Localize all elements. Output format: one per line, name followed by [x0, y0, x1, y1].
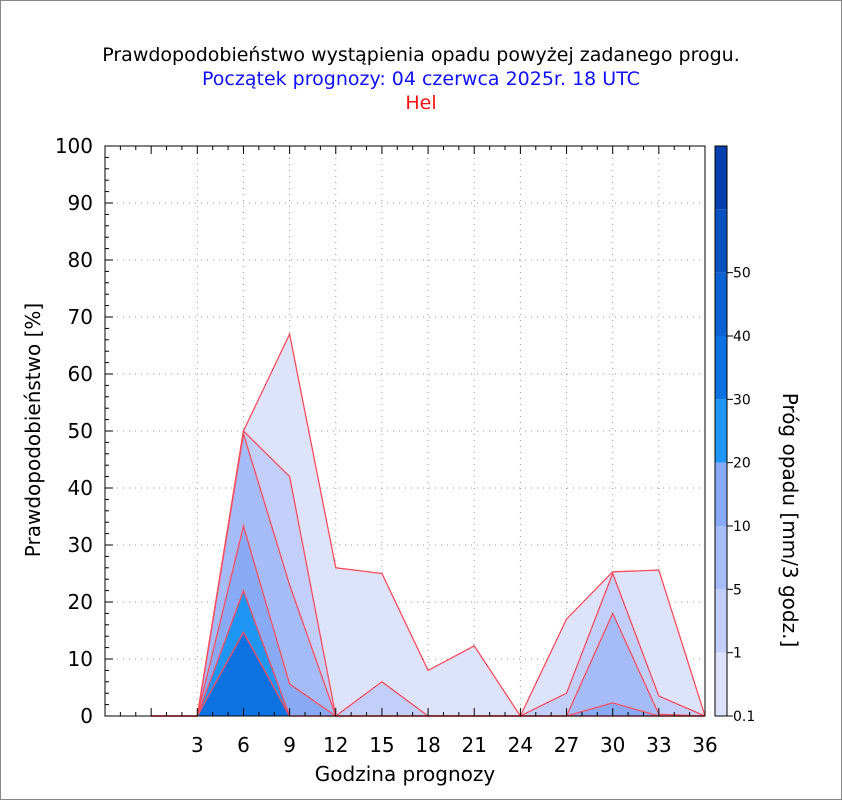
x-tick-label: 27: [554, 733, 579, 757]
colorbar-segment: [715, 462, 727, 526]
colorbar-segment: [715, 589, 727, 653]
colorbar-tick-label: 5: [733, 582, 742, 598]
colorbar-segment: [715, 652, 727, 716]
axes: [104, 145, 706, 717]
y-tick-label: 10: [68, 647, 93, 671]
x-tick-label: 12: [323, 733, 348, 757]
y-tick-label: 30: [68, 533, 93, 557]
y-tick-label: 100: [55, 134, 93, 158]
colorbar-border: [714, 145, 728, 717]
colorbar-segment: [715, 209, 727, 273]
x-tick-label: 33: [646, 733, 671, 757]
probability-areas: [151, 334, 706, 716]
colorbar-segment: [715, 526, 727, 590]
x-tick-label: 9: [283, 733, 296, 757]
x-axis-label: Godzina prognozy: [315, 762, 496, 786]
colorbar-segment: [715, 399, 727, 463]
y-tick-labels: 0 10 20 30 40 50 60 70 80 90 100: [55, 134, 93, 728]
y-tick-label: 20: [68, 590, 93, 614]
y-tick-label: 50: [68, 419, 93, 443]
x-tick-label: 15: [369, 733, 394, 757]
y-axis-label: Prawdopodobieństwo [%]: [21, 303, 45, 557]
x-tick-label: 6: [237, 733, 250, 757]
colorbar-segment: [715, 146, 727, 210]
x-tick-label: 24: [508, 733, 533, 757]
y-tick-label: 70: [68, 305, 93, 329]
forecast-start-subtitle: Początek prognozy: 04 czerwca 2025r. 18 …: [202, 68, 640, 90]
x-tick-label: 36: [692, 733, 717, 757]
x-tick-labels: 3 6 9 12 15 18 21 24 27 30 33 36: [191, 733, 718, 757]
y-tick-label: 60: [68, 362, 93, 386]
colorbar-segment: [715, 336, 727, 400]
colorbar-tick-label: 0.1: [733, 709, 755, 725]
area-threshold-30: [151, 632, 706, 716]
y-tick-label: 40: [68, 476, 93, 500]
colorbar-segment: [715, 272, 727, 336]
colorbar-tick-label: 1: [733, 646, 742, 662]
colorbar-tick-label: 20: [733, 456, 751, 472]
y-tick-label: 80: [68, 248, 93, 272]
y-tick-label: 0: [80, 704, 93, 728]
location-label: Hel: [405, 92, 437, 114]
colorbar-label: Próg opadu [mm/3 godz.]: [778, 393, 802, 648]
colorbar-tick-label: 50: [733, 266, 751, 282]
x-tick-label: 21: [462, 733, 487, 757]
x-tick-label: 18: [415, 733, 440, 757]
colorbar-tick-label: 10: [733, 519, 751, 535]
x-tick-label: 30: [600, 733, 625, 757]
threshold-colorbar: 0.1 1 5 10 20 30 40 50: [714, 145, 755, 725]
chart-title: Prawdopodobieństwo wystąpienia opadu pow…: [102, 44, 740, 66]
colorbar-tick-label: 30: [733, 392, 751, 408]
x-tick-label: 3: [191, 733, 204, 757]
y-tick-label: 90: [68, 191, 93, 215]
colorbar-tick-label: 40: [733, 329, 751, 345]
area-threshold-5: [151, 433, 706, 716]
